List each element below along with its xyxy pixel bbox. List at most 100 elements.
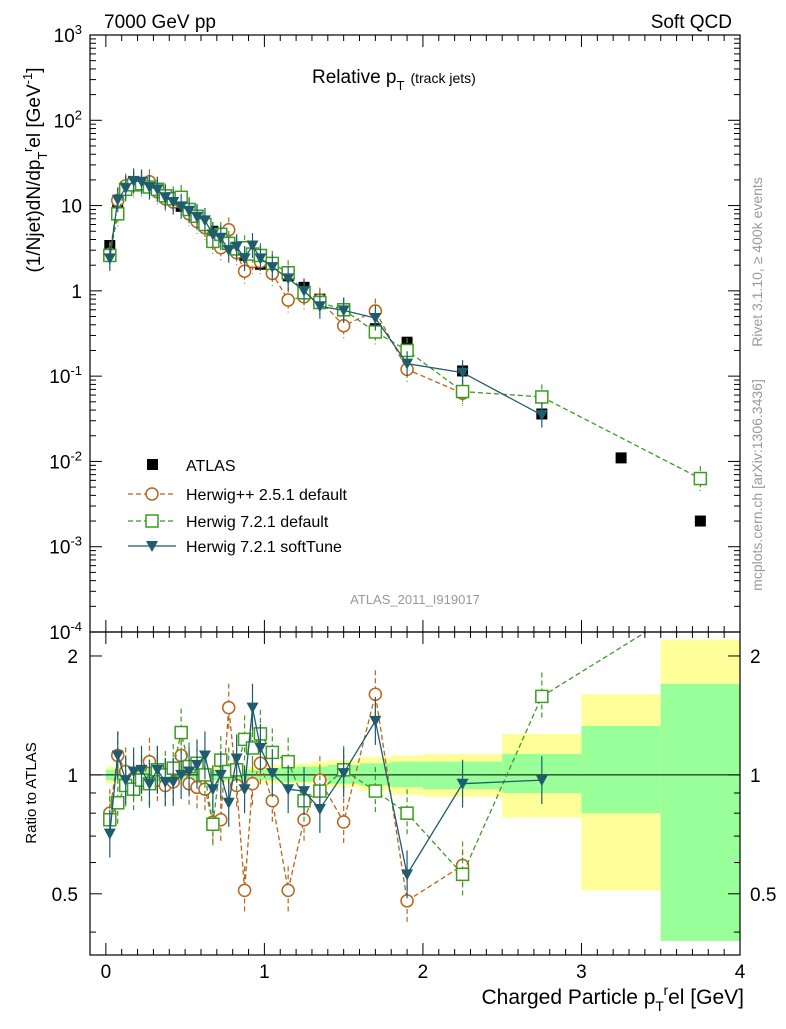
main-point-softtune	[266, 262, 279, 274]
axis-ticks	[90, 34, 741, 955]
main-point-softtune	[206, 229, 219, 241]
main-point-softtune	[337, 305, 350, 317]
ratio-point-softtune	[337, 768, 350, 780]
legend-marker-softtune	[146, 541, 158, 552]
ratio-point-herwig72	[535, 689, 549, 704]
rivet-label: Rivet 3.1.10, ≥ 400k events	[749, 177, 765, 347]
x-tick-label: 2	[418, 962, 429, 983]
ratio-point-softtune	[313, 803, 326, 815]
ratio-point-softtune	[198, 750, 211, 762]
main-point-softtune	[282, 273, 295, 285]
ratio-point-softtune	[222, 797, 235, 809]
ratio-series-group	[103, 592, 706, 925]
ratio-point-softtune	[214, 769, 227, 781]
main-point-softtune	[111, 194, 124, 206]
main-point-softtune	[214, 232, 227, 244]
x-tick-label: 1	[259, 962, 270, 983]
ratio-y-tick-label: 0.5	[52, 885, 78, 906]
main-point-softtune	[230, 241, 243, 253]
ratio-y-tick-label-right: 1	[750, 766, 761, 787]
ratio-point-herwigpp	[336, 815, 351, 829]
main-y-axis-title: (1/Njet)dN/dpTrel [GeV-1]	[20, 67, 50, 272]
main-point-atlas	[615, 452, 627, 464]
ratio-y-tick-label: 2	[67, 647, 78, 668]
main-point-softtune	[183, 205, 196, 217]
ratio-point-softtune	[206, 784, 219, 796]
analysis-watermark: ATLAS_2011_I919017	[350, 592, 480, 607]
x-tick-label: 3	[576, 962, 587, 983]
ratio-point-softtune	[111, 750, 124, 762]
main-point-softtune	[151, 184, 164, 196]
main-point-herwig72	[535, 390, 549, 404]
ratio-point-softtune	[282, 784, 295, 796]
main-series-group	[103, 168, 708, 527]
ratio-point-softtune	[143, 778, 156, 790]
main-point-softtune	[246, 240, 259, 252]
ratio-y-tick-labels: 0.5 1 2 0.5 1 2	[52, 647, 777, 906]
legend-entry-herwig72: Herwig 7.2.1 default	[128, 514, 329, 531]
main-y-tick-label: 10-3	[49, 534, 82, 559]
ratio-point-softtune	[175, 769, 188, 781]
ratio-point-herwig72	[400, 806, 414, 820]
main-point-softtune	[298, 285, 311, 297]
main-point-softtune	[119, 183, 132, 195]
ratio-point-herwig72	[694, 592, 706, 604]
ratio-point-softtune	[167, 776, 180, 788]
ratio-point-softtune	[456, 778, 469, 790]
header-left: 7000 GeV pp	[104, 12, 216, 33]
x-tick-labels: 0 1 2 3 4	[101, 962, 746, 983]
ratio-point-herwig72	[455, 867, 470, 882]
ratio-band-inner	[660, 683, 740, 941]
main-y-tick-label: 10-4	[49, 619, 82, 644]
ratio-point-herwigpp	[281, 883, 295, 898]
main-point-softtune	[191, 211, 204, 223]
main-point-softtune	[159, 192, 172, 204]
ratio-point-softtune	[401, 869, 414, 881]
ratio-band-inner	[581, 725, 661, 814]
legend-marker-herwig72	[145, 514, 159, 528]
legend-marker-atlas	[147, 459, 158, 470]
main-point-softtune	[135, 176, 148, 188]
x-tick-label: 0	[101, 962, 112, 983]
ratio-point-softtune	[135, 764, 148, 776]
ratio-y-axis-title: Ratio to ATLAS	[23, 742, 40, 843]
main-point-softtune	[401, 358, 414, 370]
main-point-atlas	[694, 515, 706, 527]
ratio-point-softtune	[238, 784, 251, 796]
ratio-point-softtune	[298, 786, 311, 798]
ratio-y-tick-label-right: 0.5	[750, 885, 776, 906]
main-point-herwig72	[693, 471, 708, 486]
main-y-tick-label: 103	[54, 22, 82, 47]
legend-entry-atlas: ATLAS	[147, 458, 236, 475]
legend-marker-herwigpp	[145, 487, 159, 501]
plot-title: Relative pT (track jets)	[312, 67, 476, 93]
header-right: Soft QCD	[651, 12, 732, 33]
main-point-herwigpp	[281, 293, 295, 307]
main-point-softtune	[222, 245, 235, 257]
ratio-point-softtune	[369, 715, 382, 727]
ratio-point-softtune	[119, 775, 132, 787]
main-point-softtune	[103, 253, 116, 265]
ratio-y-tick-label-right: 2	[750, 647, 761, 668]
mcplots-label: mcplots.cern.ch [arXiv:1306.3436]	[749, 379, 765, 591]
main-point-softtune	[198, 215, 211, 227]
ratio-frame	[89, 631, 741, 956]
ratio-point-softtune	[191, 759, 204, 771]
main-point-herwig72	[455, 384, 470, 399]
ratio-point-softtune	[254, 742, 267, 754]
x-axis-title: Charged Particle pTrel [GeV]	[481, 982, 744, 1014]
main-point-softtune	[167, 197, 180, 209]
ratio-point-softtune	[266, 768, 279, 780]
ratio-y-tick-label: 1	[67, 766, 78, 787]
main-point-softtune	[456, 367, 469, 379]
legend-label-atlas: ATLAS	[186, 458, 236, 475]
ratio-point-herwig72	[368, 784, 383, 798]
ratio-point-softtune	[127, 766, 140, 778]
main-point-softtune	[369, 313, 382, 325]
main-y-tick-label: 1	[71, 282, 82, 303]
x-tick-label: 4	[735, 962, 746, 983]
main-point-softtune	[238, 253, 251, 265]
ratio-point-herwigpp	[245, 776, 260, 791]
ratio-point-softtune	[246, 702, 259, 714]
main-point-softtune	[313, 301, 326, 313]
